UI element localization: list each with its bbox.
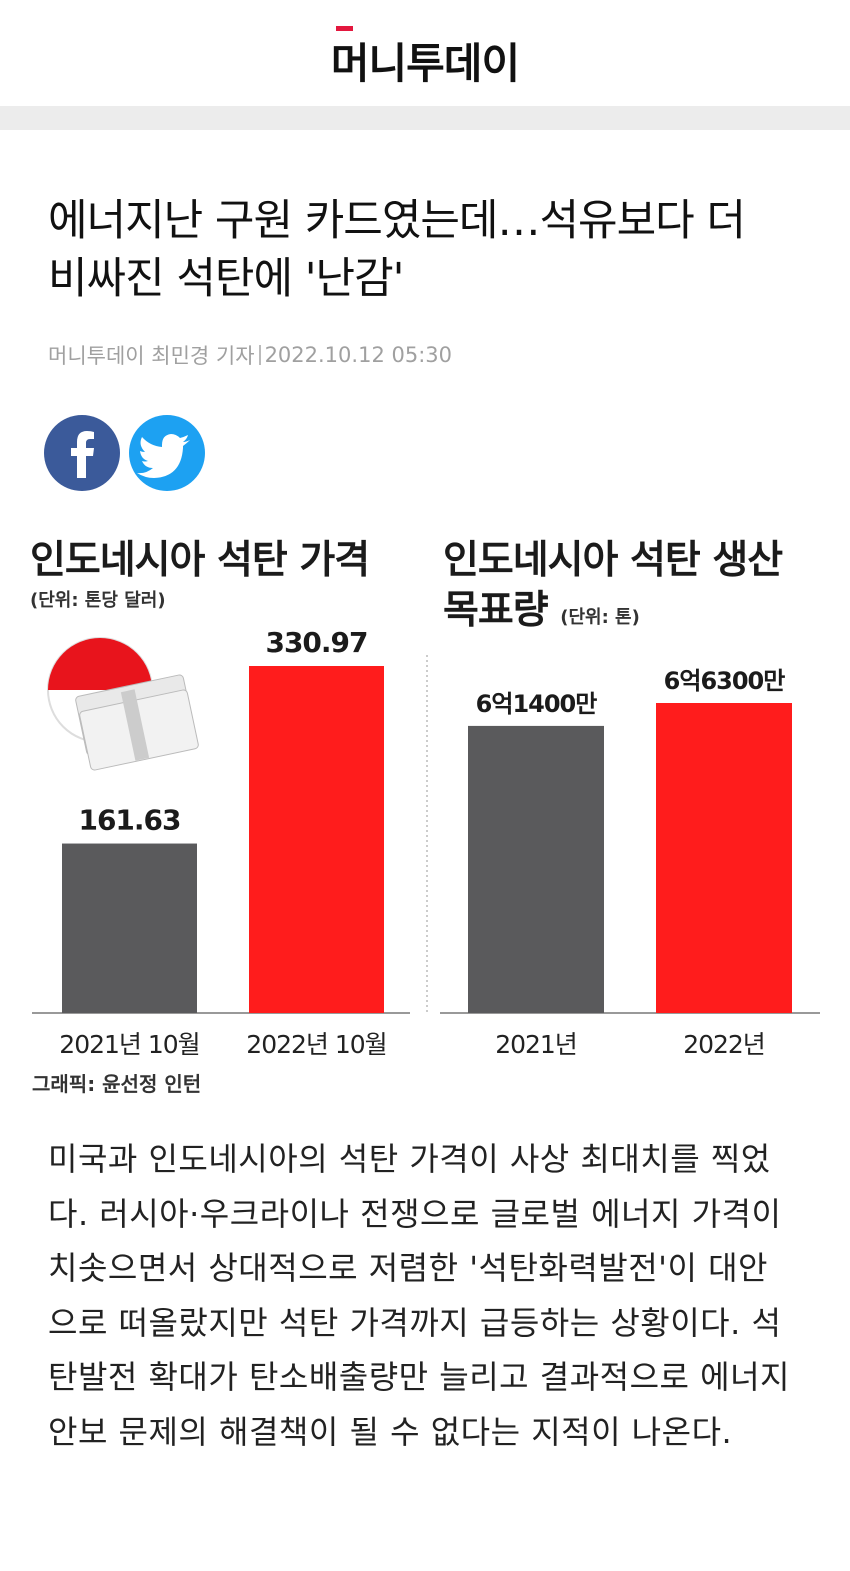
x-tick-label: 2022년 (683, 1030, 765, 1059)
logo-accent (336, 26, 353, 31)
bar (468, 725, 604, 1013)
x-tick-label: 2021년 (495, 1030, 577, 1059)
chart-header: 인도네시아 석탄 생산 목표량 (단위: 톤) (443, 536, 783, 643)
twitter-share[interactable] (129, 415, 205, 491)
data-label: 6억6300만 (664, 667, 786, 695)
data-label: 6억1400만 (476, 690, 598, 718)
x-tick-label: 2021년 10월 (59, 1030, 199, 1059)
data-label: 330.97 (265, 626, 367, 659)
logo[interactable]: 머니투데이 (330, 39, 520, 88)
header-divider (0, 106, 850, 130)
chart-title: 인도네시아 석탄 가격 (30, 538, 370, 583)
coin-icon (47, 637, 199, 771)
author: 머니투데이 최민경 기자 (48, 344, 255, 368)
chart-unit: (단위: 톤) (560, 607, 640, 628)
separator (258, 345, 261, 365)
facebook-share[interactable] (44, 415, 120, 491)
chart-title: 인도네시아 석탄 생산 목표량 (443, 538, 783, 633)
chart-header: 인도네시아 석탄 가격 (단위: 톤당 달러) (30, 536, 430, 616)
article-title: 에너지난 구원 카드였는데…석유보다 더 비싸진 석탄에 '난감' (48, 196, 746, 304)
x-tick-label: 2022년 10월 (246, 1030, 386, 1059)
bar (62, 843, 197, 1013)
byline: 머니투데이 최민경 기자 2022.10.12 05:30 (48, 340, 452, 370)
data-label: 161.63 (78, 804, 180, 837)
charts: 161.63 2021년 10월 330.97 2022년 10월 6억1400만 202… (32, 626, 820, 1059)
header: 머니투데이 (0, 0, 850, 106)
bar (656, 703, 792, 1013)
graphic-credit: 그래픽: 윤선정 인턴 (32, 1072, 202, 1096)
share-buttons (44, 415, 205, 491)
article-body: 미국과 인도네시아의 석탄 가격이 사상 최대치를 찍었다. 러시아·우크라이나… (48, 1140, 790, 1451)
date: 2022.10.12 05:30 (264, 343, 452, 367)
bar (249, 666, 384, 1013)
chart-unit: (단위: 톤당 달러) (30, 590, 166, 611)
